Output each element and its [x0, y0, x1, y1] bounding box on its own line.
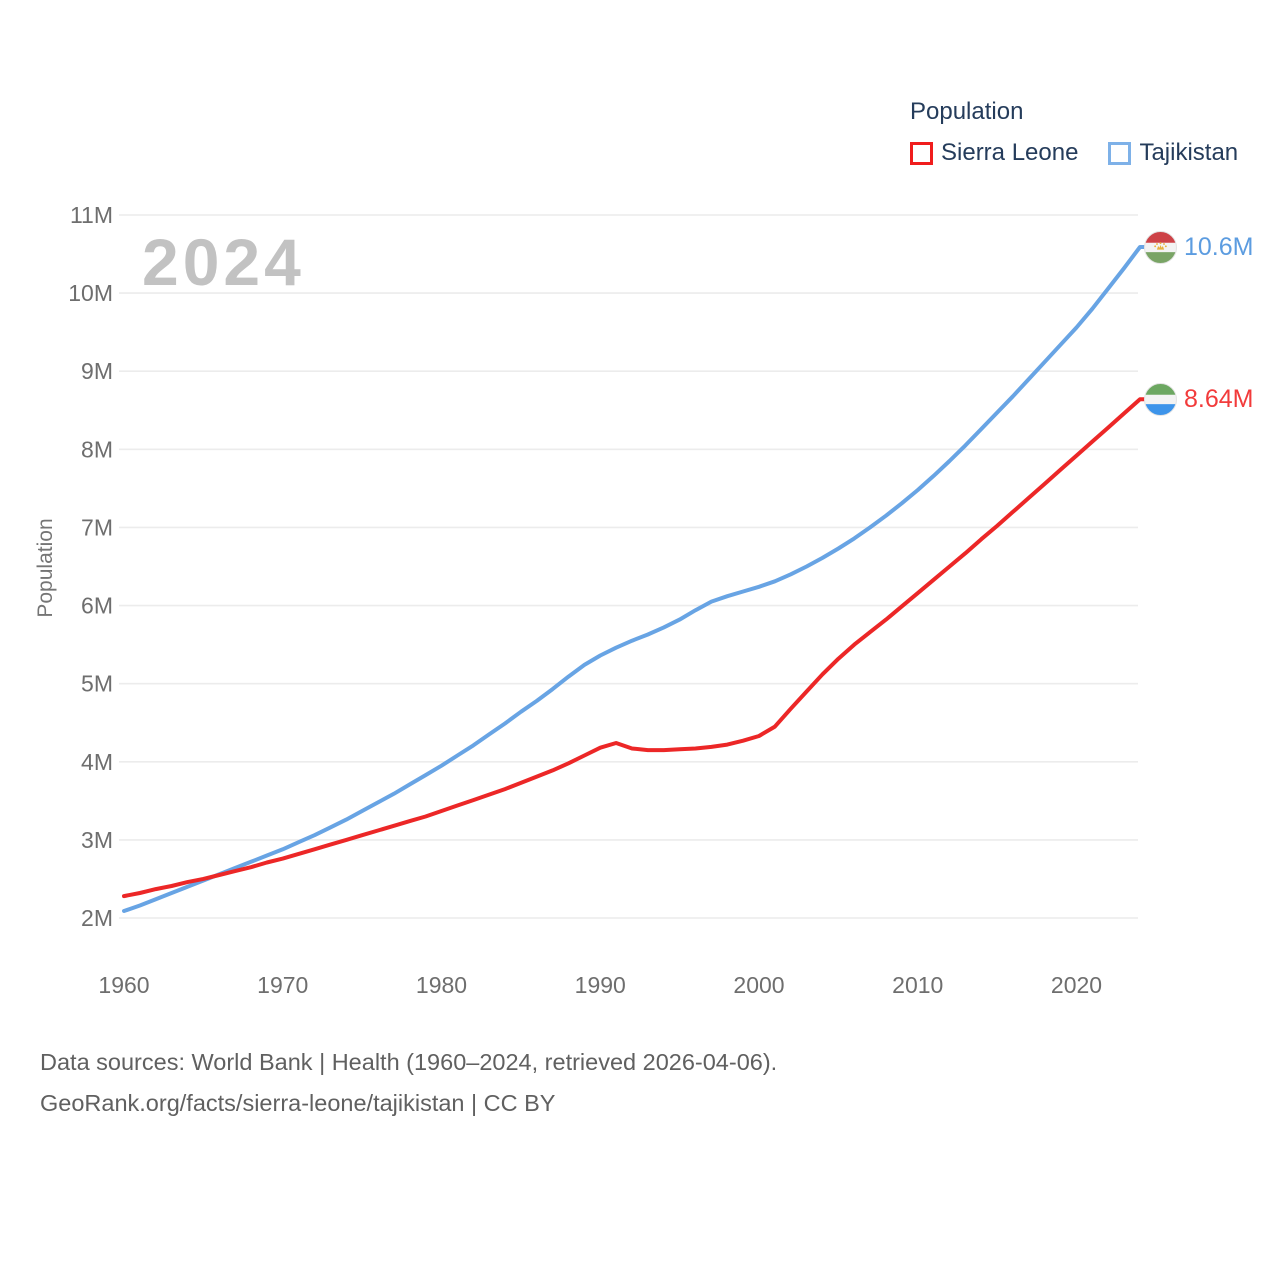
y-tick-label: 10M	[68, 280, 113, 306]
x-tick-label: 2020	[1051, 972, 1102, 998]
y-tick-label: 8M	[81, 436, 113, 462]
sierra-leone-flag-icon	[1144, 383, 1177, 416]
y-tick-label: 11M	[70, 202, 113, 228]
tajikistan-end-label: 10.6M	[1144, 231, 1253, 264]
y-tick-label: 4M	[81, 749, 113, 775]
x-tick-label: 2010	[892, 972, 943, 998]
x-tick-label: 1960	[98, 972, 149, 998]
legend-title: Population	[910, 98, 1024, 125]
y-tick-label: 6M	[81, 593, 113, 619]
footer-attribution-line: GeoRank.org/facts/sierra-leone/tajikista…	[40, 1090, 556, 1116]
data-source-footer: Data sources: World Bank | Health (1960–…	[40, 1042, 777, 1124]
y-axis-title: Population	[34, 518, 57, 618]
y-tick-label: 5M	[81, 671, 113, 697]
legend-item-sierra-leone[interactable]: Sierra Leone	[910, 139, 1078, 167]
series-line-sierra-leone[interactable]	[122, 397, 1152, 899]
legend-item-tajikistan[interactable]: Tajikistan	[1108, 139, 1238, 167]
y-tick-label: 3M	[81, 827, 113, 853]
chart-legend: Population Sierra Leone Tajikistan	[910, 98, 1238, 167]
sierra-leone-swatch-icon	[910, 141, 933, 165]
x-tick-label: 2000	[733, 972, 784, 998]
sierra-leone-value-label: 8.64M	[1184, 385, 1254, 413]
y-tick-label: 9M	[81, 358, 113, 384]
year-watermark: 2024	[142, 225, 305, 299]
sierra-leone-end-label: 8.64M	[1144, 383, 1253, 416]
x-tick-label: 1990	[575, 972, 626, 998]
x-tick-label: 1970	[257, 972, 308, 998]
y-tick-label: 2M	[81, 905, 113, 931]
footer-sources-line: Data sources: World Bank | Health (1960–…	[40, 1049, 778, 1075]
tajikistan-swatch-icon	[1108, 141, 1132, 165]
series-line-tajikistan[interactable]	[122, 245, 1152, 913]
legend-items: Sierra Leone Tajikistan	[910, 139, 1238, 167]
tajikistan-flag-icon	[1144, 231, 1177, 264]
legend-item-label: Tajikistan	[1139, 139, 1239, 166]
y-tick-label: 7M	[81, 514, 113, 540]
tajikistan-value-label: 10.6M	[1184, 233, 1254, 261]
legend-item-label: Sierra Leone	[941, 139, 1079, 166]
x-tick-label: 1980	[416, 972, 467, 998]
